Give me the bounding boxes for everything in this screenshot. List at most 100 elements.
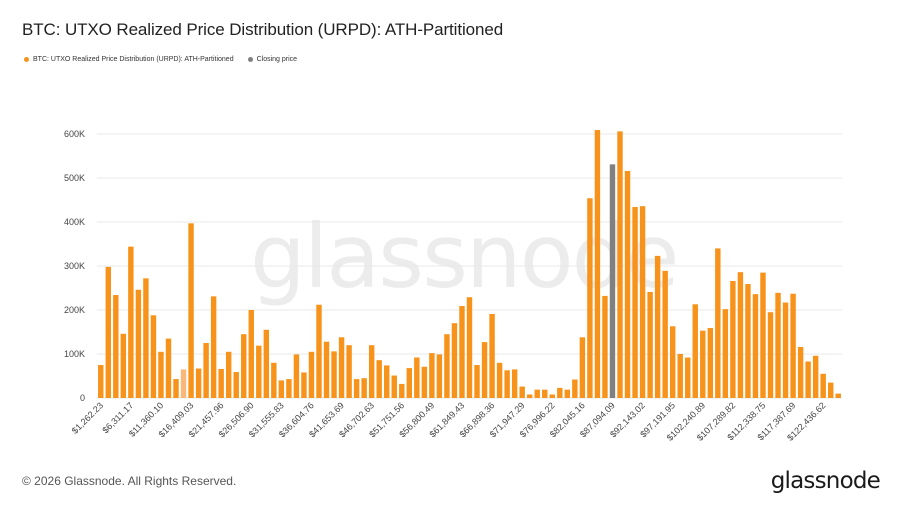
urpd-bar[interactable] bbox=[98, 365, 104, 398]
urpd-bar[interactable] bbox=[805, 361, 811, 398]
urpd-bar[interactable] bbox=[286, 379, 292, 398]
urpd-bar[interactable] bbox=[624, 170, 631, 398]
urpd-bar[interactable] bbox=[526, 394, 533, 398]
urpd-bar[interactable] bbox=[384, 365, 390, 398]
urpd-bar[interactable] bbox=[256, 345, 262, 398]
urpd-bar[interactable] bbox=[617, 131, 623, 399]
urpd-bar[interactable] bbox=[361, 378, 367, 398]
legend-item-closing-price[interactable]: Closing price bbox=[247, 56, 297, 63]
legend-item-urpd[interactable]: BTC: UTXO Realized Price Distribution (U… bbox=[24, 56, 234, 63]
urpd-bar[interactable] bbox=[820, 373, 826, 398]
urpd-bar[interactable] bbox=[150, 315, 157, 398]
urpd-bar[interactable] bbox=[195, 368, 202, 398]
urpd-bar[interactable] bbox=[414, 357, 420, 398]
urpd-bar[interactable] bbox=[135, 289, 142, 398]
urpd-bar[interactable] bbox=[549, 394, 555, 398]
urpd-bar[interactable] bbox=[775, 292, 781, 398]
urpd-bar[interactable] bbox=[218, 368, 224, 398]
urpd-bar[interactable] bbox=[128, 246, 134, 398]
urpd-bar[interactable] bbox=[173, 379, 179, 398]
urpd-bar[interactable] bbox=[715, 248, 721, 398]
urpd-bar[interactable] bbox=[368, 345, 375, 398]
urpd-bar[interactable] bbox=[353, 379, 360, 398]
urpd-bar[interactable] bbox=[594, 130, 601, 399]
urpd-bar[interactable] bbox=[745, 284, 751, 398]
glassnode-logo[interactable]: glassnode bbox=[770, 468, 881, 494]
urpd-bar[interactable] bbox=[685, 357, 691, 398]
urpd-bar[interactable] bbox=[376, 360, 382, 398]
urpd-bar[interactable] bbox=[542, 389, 548, 398]
urpd-bar[interactable] bbox=[113, 295, 119, 398]
urpd-bar[interactable] bbox=[210, 296, 217, 398]
urpd-bar[interactable] bbox=[782, 302, 789, 398]
urpd-bar[interactable] bbox=[105, 266, 111, 398]
urpd-bar[interactable] bbox=[399, 383, 405, 398]
urpd-bar[interactable] bbox=[293, 354, 300, 398]
closing-price-bar[interactable] bbox=[609, 164, 616, 398]
urpd-bar[interactable] bbox=[722, 309, 729, 398]
urpd-bar[interactable] bbox=[421, 366, 428, 398]
urpd-bar[interactable] bbox=[707, 328, 714, 398]
urpd-bar[interactable] bbox=[587, 198, 593, 398]
urpd-bar[interactable] bbox=[301, 372, 307, 398]
urpd-bar[interactable] bbox=[654, 255, 661, 398]
urpd-bar[interactable] bbox=[323, 341, 330, 398]
urpd-bar[interactable] bbox=[737, 272, 744, 398]
urpd-bar[interactable] bbox=[271, 362, 277, 398]
urpd-bar[interactable] bbox=[429, 353, 435, 398]
urpd-bar[interactable] bbox=[662, 270, 668, 398]
urpd-bar[interactable] bbox=[338, 337, 345, 398]
urpd-bar[interactable] bbox=[700, 330, 706, 398]
urpd-bar[interactable] bbox=[534, 389, 540, 398]
urpd-bar[interactable] bbox=[233, 372, 239, 398]
urpd-bar[interactable] bbox=[767, 312, 774, 398]
urpd-bar[interactable] bbox=[557, 387, 563, 398]
urpd-bar[interactable] bbox=[225, 351, 232, 398]
urpd-bar[interactable] bbox=[391, 375, 397, 398]
urpd-bar[interactable] bbox=[188, 223, 194, 398]
urpd-bar[interactable] bbox=[451, 323, 458, 398]
urpd-bar[interactable] bbox=[496, 362, 503, 398]
urpd-bar[interactable] bbox=[572, 379, 578, 398]
urpd-bar[interactable] bbox=[835, 393, 841, 398]
urpd-bar[interactable] bbox=[828, 382, 834, 398]
urpd-bar[interactable] bbox=[308, 351, 315, 398]
urpd-bar[interactable] bbox=[158, 351, 164, 398]
urpd-bar[interactable] bbox=[143, 278, 149, 398]
urpd-bar[interactable] bbox=[812, 355, 819, 398]
urpd-bar[interactable] bbox=[519, 386, 525, 398]
urpd-bar[interactable] bbox=[474, 365, 480, 398]
urpd-bar[interactable] bbox=[241, 334, 247, 398]
urpd-bar[interactable] bbox=[489, 313, 495, 398]
urpd-bar[interactable] bbox=[669, 326, 676, 398]
urpd-bar[interactable] bbox=[436, 354, 443, 398]
urpd-bar[interactable] bbox=[481, 342, 488, 398]
urpd-bar[interactable] bbox=[180, 369, 187, 398]
urpd-bar[interactable] bbox=[504, 370, 510, 398]
urpd-bar[interactable] bbox=[797, 346, 804, 398]
urpd-bar[interactable] bbox=[444, 334, 450, 398]
urpd-bar[interactable] bbox=[316, 304, 322, 398]
urpd-bar[interactable] bbox=[466, 297, 473, 398]
urpd-bar[interactable] bbox=[406, 368, 413, 398]
urpd-bar[interactable] bbox=[203, 343, 209, 398]
urpd-bar[interactable] bbox=[677, 354, 683, 398]
urpd-bar[interactable] bbox=[165, 338, 172, 398]
urpd-bar[interactable] bbox=[346, 345, 352, 398]
urpd-bar[interactable] bbox=[752, 294, 759, 398]
urpd-bar[interactable] bbox=[331, 351, 337, 398]
urpd-bar[interactable] bbox=[692, 304, 698, 398]
urpd-bar[interactable] bbox=[248, 310, 254, 398]
urpd-bar[interactable] bbox=[120, 333, 127, 398]
urpd-bar[interactable] bbox=[278, 380, 285, 398]
urpd-bar[interactable] bbox=[263, 329, 270, 398]
urpd-bar[interactable] bbox=[511, 369, 518, 398]
urpd-bar[interactable] bbox=[730, 280, 736, 398]
urpd-bar[interactable] bbox=[632, 207, 638, 398]
urpd-bar[interactable] bbox=[602, 295, 608, 398]
urpd-bar[interactable] bbox=[639, 206, 646, 398]
urpd-bar[interactable] bbox=[760, 272, 766, 398]
urpd-bar[interactable] bbox=[459, 306, 465, 398]
urpd-bar[interactable] bbox=[564, 389, 571, 398]
urpd-bar[interactable] bbox=[647, 291, 653, 398]
